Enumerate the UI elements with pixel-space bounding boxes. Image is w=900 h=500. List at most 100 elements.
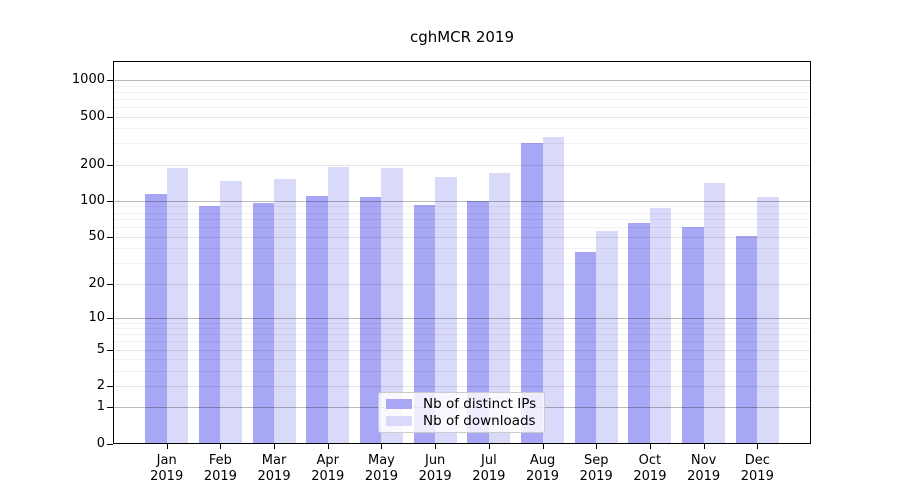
bar-downloads [542,136,565,444]
bar-downloads [166,167,189,444]
x-tick-mark [649,444,651,449]
gridline [113,248,811,250]
legend: Nb of distinct IPs Nb of downloads [378,392,545,433]
legend-swatch-distinct-ips [386,399,412,410]
x-tick-mark [488,444,490,449]
bar-distinct-ips [359,196,382,444]
y-axis-tick-label: 1 [96,399,105,415]
y-tick-mark [107,164,113,166]
gridline [113,98,811,100]
x-axis-tick-label: Mar 2019 [257,453,291,484]
x-axis-tick-label: Jan 2019 [150,453,184,484]
y-axis-tick-label: 50 [88,228,105,244]
x-axis-tick-label: Aug 2019 [525,453,560,484]
gridline [113,143,811,145]
gridline [113,334,811,336]
bar-downloads [274,178,296,444]
chart-title: cghMCR 2019 [409,28,515,46]
bar-distinct-ips [306,195,328,444]
legend-label-downloads: Nb of downloads [423,412,536,429]
x-tick-mark [381,444,383,449]
x-tick-mark [542,444,544,449]
bar-downloads [488,173,511,444]
y-tick-mark [107,444,113,445]
bar-downloads [649,207,672,444]
bar-distinct-ips [628,223,650,444]
gridline [113,283,811,285]
legend-row-distinct-ips: Nb of distinct IPs [386,396,537,412]
y-axis-tick-label: 1000 [71,72,105,88]
bar-distinct-ips [682,227,704,444]
y-axis-tick-label: 10 [88,309,105,325]
gridline [113,200,811,202]
bar-distinct-ips [735,235,758,444]
bar-distinct-ips [521,142,543,444]
gridline [113,349,811,351]
gridline [113,85,811,87]
gridline [113,263,811,265]
y-axis-tick-label: 20 [88,275,105,291]
gridline [113,91,811,93]
x-axis-tick-label: Dec 2019 [740,453,774,484]
y-tick-mark [107,283,113,285]
y-axis-tick-label: 100 [80,192,105,208]
gridline [113,206,811,208]
bar-downloads [435,176,457,444]
gridline [113,341,811,343]
x-tick-mark [220,444,222,449]
bar-distinct-ips [252,203,275,444]
x-axis-tick-label: Nov 2019 [687,453,721,484]
gridline [113,328,811,330]
y-tick-mark [107,200,113,202]
bar-downloads [220,181,242,444]
x-axis-tick-label: May 2019 [364,453,398,484]
y-tick-mark [107,236,113,238]
y-axis-tick-label: 500 [80,108,105,124]
y-tick-mark [107,80,113,82]
bar-downloads [757,196,779,444]
y-axis-tick-label: 2 [96,378,105,394]
gridline [113,116,811,118]
x-tick-mark [327,444,329,449]
gridline [113,128,811,130]
legend-label-distinct-ips: Nb of distinct IPs [423,396,537,413]
x-tick-mark [757,444,759,449]
gridline [113,370,811,372]
bar-downloads [381,167,403,444]
legend-swatch-downloads [386,415,412,426]
bar-distinct-ips [413,205,436,444]
x-tick-mark [166,444,168,449]
legend-row-downloads: Nb of downloads [386,413,537,429]
gridline [113,236,811,238]
bar-distinct-ips [574,252,597,444]
gridline [113,359,811,361]
gridline [113,80,811,82]
gridline [113,212,811,214]
bar-downloads [703,182,726,444]
y-axis-tick-label: 0 [96,436,105,451]
bar-downloads [327,166,350,444]
bar-distinct-ips [145,194,167,444]
bar-distinct-ips [198,205,221,444]
bar-distinct-ips [467,201,489,444]
y-tick-mark [107,349,113,351]
gridline [113,322,811,324]
y-axis-tick-label: 200 [80,156,105,172]
y-tick-mark [107,407,113,409]
y-tick-mark [107,116,113,118]
x-axis-tick-label: Apr 2019 [311,453,345,484]
x-tick-mark [703,444,705,449]
gridline [113,164,811,166]
y-tick-mark [107,317,113,319]
gridline [113,317,811,319]
bar-downloads [596,231,618,444]
x-tick-mark [274,444,276,449]
x-tick-mark [435,444,437,449]
x-tick-mark [596,444,598,449]
gridline [113,227,811,229]
gridline [113,386,811,388]
gridline [113,106,811,108]
x-axis-tick-label: Sep 2019 [579,453,613,484]
x-axis-tick-label: Jul 2019 [472,453,506,484]
